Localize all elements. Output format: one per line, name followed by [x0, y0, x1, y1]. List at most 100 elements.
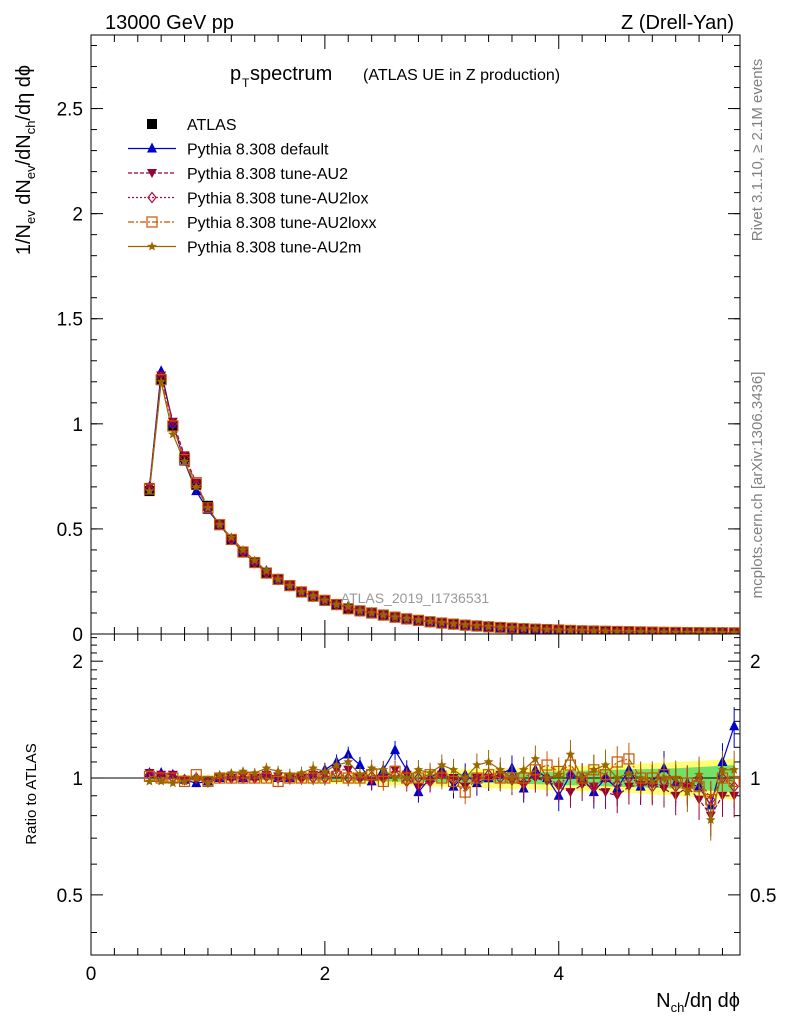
main-ytick-label: 2	[72, 205, 83, 226]
ratio-point-pythia-8.308-tune-au2m	[285, 769, 295, 779]
ratio-point-pythia-8.308-tune-au2m	[214, 769, 225, 779]
main-point-pythia-8.308-tune-au2loxx	[354, 605, 366, 617]
ratio-point-pythia-8.308-tune-au2m	[460, 773, 470, 783]
svg-text:Nch/dη dϕ: Nch/dη dϕ	[656, 990, 740, 1015]
main-point-pythia-8.308-tune-au2m	[483, 621, 494, 631]
main-point-pythia-8.308-tune-au2m	[589, 626, 599, 636]
ratio-point-pythia-8.308-tune-au2m	[144, 776, 155, 786]
ratio-line-pythia-8.308-tune-au2loxx	[149, 758, 735, 801]
legend-entry: Pythia 8.308 tune-AU2	[128, 166, 348, 183]
main-plot-frame	[90, 34, 741, 635]
main-ytick-label: 1	[72, 415, 83, 436]
main-point-pythia-8.308-tune-au2m	[366, 608, 377, 617]
main-point-pythia-8.308-tune-au2loxx	[377, 609, 389, 621]
main-point-pythia-8.308-tune-au2m	[448, 618, 459, 628]
legend-marker	[147, 169, 157, 178]
main-point-pythia-8.308-tune-au2m	[624, 626, 634, 636]
main-point-pythia-8.308-tune-au2m	[191, 481, 201, 491]
ratio-point-pythia-8.308-tune-au2m	[554, 769, 564, 779]
ratio-point-pythia-8.308-tune-au2m	[355, 769, 365, 779]
main-point-pythia-8.308-tune-au2m	[413, 615, 424, 625]
ratio-point-pythia-8.308-tune-au2loxx	[342, 772, 354, 784]
title-note: (ATLAS UE in Z production)	[363, 67, 560, 84]
main-point-pythia-8.308-tune-au2loxx	[202, 502, 214, 514]
ratio-point-pythia-8.308-tune-au2m	[647, 776, 658, 786]
ratio-point-pythia-8.308-tune-au2m	[472, 760, 482, 770]
ratio-point-pythia-8.308-tune-au2m	[682, 787, 693, 797]
ratio-point-pythia-8.308-tune-au2m	[273, 766, 283, 776]
ratio-ylabel: Ratio to ATLAS	[23, 743, 40, 844]
main-point-pythia-8.308-tune-au2m	[460, 620, 470, 629]
main-point-pythia-8.308-tune-au2m	[320, 595, 330, 605]
main-point-pythia-8.308-tune-au2loxx	[143, 483, 156, 495]
ratio-point-pythia-8.308-tune-au2m	[694, 769, 704, 779]
main-point-pythia-8.308-tune-au2m	[647, 627, 658, 637]
main-point-pythia-8.308-tune-au2m	[577, 625, 587, 635]
main-point-pythia-8.308-tune-au2lox	[191, 478, 202, 491]
main-point-pythia-8.308-tune-au2m	[226, 532, 237, 542]
ratio-point-pythia-8.308-tune-au2m	[179, 776, 190, 786]
ratio-point-pythia-8.308-default	[729, 720, 740, 731]
ratio-point-pythia-8.308-tune-au2m	[425, 768, 435, 778]
ratio-point-pythia-8.308-tune-au2m	[659, 773, 669, 783]
ratio-point-pythia-8.308-tune-au2m	[483, 757, 494, 766]
main-point-pythia-8.308-tune-au2m	[402, 613, 412, 623]
main-point-pythia-8.308-tune-au2	[156, 371, 167, 381]
legend-entry: Pythia 8.308 tune-AU2m	[128, 240, 361, 257]
legend-entry: Pythia 8.308 tune-AU2lox	[128, 191, 368, 208]
svg-text:1/Nev dNev/dNch/dη dϕ: 1/Nev dNev/dNch/dη dϕ	[13, 65, 38, 255]
ratio-point-pythia-8.308-tune-au2m	[203, 778, 213, 788]
main-point-pythia-8.308-tune-au2m	[390, 612, 400, 622]
main-ytick-label: 2.5	[57, 100, 83, 121]
ratio-point-pythia-8.308-default	[354, 759, 365, 770]
ratio-point-pythia-8.308-tune-au2m	[624, 768, 634, 778]
ratio-point-pythia-8.308-tune-au2m	[238, 766, 248, 776]
ratio-point-pythia-8.308-tune-au2lox	[179, 773, 190, 786]
ratio-point-pythia-8.308-tune-au2m	[507, 773, 517, 783]
legend-entry: Pythia 8.308 tune-AU2loxx	[128, 215, 376, 232]
main-point-pythia-8.308-tune-au2m	[343, 601, 353, 611]
title-spectrum: spectrum	[250, 63, 332, 85]
main-point-pythia-8.308-tune-au2m	[168, 429, 178, 439]
ratio-point-pythia-8.308-tune-au2m	[168, 778, 178, 788]
main-point-pythia-8.308-tune-au2loxx	[284, 580, 296, 592]
ratio-point-pythia-8.308-tune-au2m	[518, 764, 529, 774]
main-point-pythia-8.308-tune-au2m	[495, 622, 505, 632]
ratio-point-pythia-8.308-tune-au2m	[495, 764, 505, 774]
main-point-pythia-8.308-tune-au2loxx	[272, 573, 284, 585]
main-plot-panel: 0 0.5 1 1.5 2 2.5 ATLAS_2019_I1736531 p T spe…	[13, 34, 741, 646]
rivet-label: Rivet 3.1.10, ≥ 2.1M events	[749, 59, 766, 242]
legend-label: Pythia 8.308 tune-AU2loxx	[187, 215, 376, 232]
main-point-pythia-8.308-tune-au2loxx	[330, 598, 343, 611]
main-point-pythia-8.308-tune-au2m	[507, 622, 517, 632]
legend-marker	[146, 216, 158, 228]
ratio-ytick-label-right: 1	[750, 769, 761, 790]
main-point-pythia-8.308-tune-au2m	[238, 544, 248, 554]
ratio-point-pythia-8.308-default	[390, 744, 401, 755]
legend-marker	[147, 119, 157, 129]
legend: ATLAS Pythia 8.308 default Pythia 8.308 tu…	[128, 117, 376, 257]
main-point-pythia-8.308-tune-au2loxx	[214, 519, 226, 531]
ratio-point-pythia-8.308-tune-au2m	[413, 764, 424, 774]
legend-label: Pythia 8.308 tune-AU2	[187, 166, 348, 183]
ratio-xtick-label: 0	[86, 964, 97, 985]
main-point-pythia-8.308-tune-au2m	[273, 574, 283, 584]
ratio-point-pythia-8.308-tune-au2m	[717, 764, 728, 774]
main-point-pythia-8.308-tune-au2loxx	[295, 586, 308, 598]
main-point-pythia-8.308-tune-au2m	[179, 456, 190, 466]
ratio-ytick-label: 0.5	[57, 886, 83, 907]
ratio-point-pythia-8.308-tune-au2m	[331, 760, 342, 770]
ratio-point-pythia-8.308-tune-au2m	[542, 773, 552, 783]
legend-marker	[147, 241, 157, 251]
main-point-pythia-8.308-tune-au2m	[635, 626, 646, 636]
legend-marker	[147, 191, 157, 204]
main-ytick-label: 1.5	[57, 310, 83, 331]
main-point-pythia-8.308-tune-au2m	[296, 587, 307, 596]
main-point-pythia-8.308-tune-au2m	[565, 625, 576, 635]
main-point-pythia-8.308-tune-au2m	[518, 623, 529, 633]
main-point-pythia-8.308-tune-au2m	[250, 555, 260, 565]
main-point-pythia-8.308-tune-au2m	[285, 580, 295, 590]
main-ytick-label: 0.5	[57, 520, 83, 541]
ratio-ytick-label-right: 0.5	[750, 886, 776, 907]
